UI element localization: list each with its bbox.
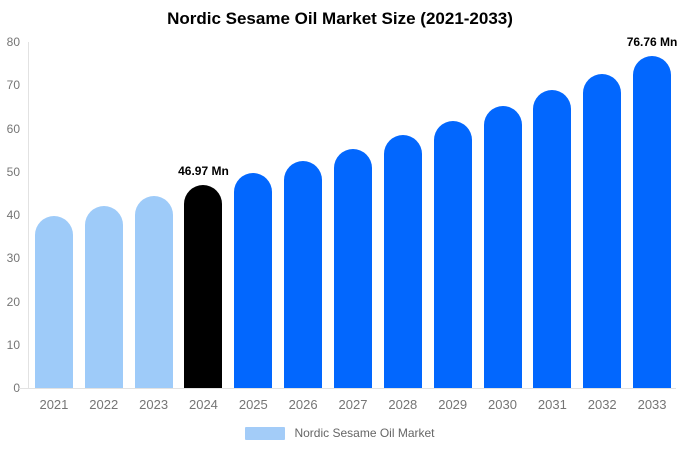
bar-2023[interactable]	[134, 195, 173, 388]
x-tick-2025: 2025	[238, 397, 268, 412]
y-tick-30: 30	[6, 251, 20, 266]
y-tick-40: 40	[6, 208, 20, 222]
y-tick-60: 60	[6, 121, 20, 136]
bar-column-2032: 2032	[577, 42, 627, 412]
bar-2033[interactable]	[633, 56, 672, 388]
x-tick-2022: 2022	[89, 397, 119, 412]
x-tick-2030: 2030	[488, 397, 517, 412]
bar-column-2027: 2027	[328, 42, 378, 412]
x-tick-2031: 2031	[537, 397, 567, 412]
x-tick-2026: 2026	[288, 397, 318, 412]
x-tick-2027: 2027	[338, 397, 368, 412]
bar-2032[interactable]	[583, 73, 622, 388]
legend-label: Nordic Sesame Oil Market	[294, 426, 435, 440]
bar-2027[interactable]	[333, 148, 372, 388]
bar-column-2031: 2031	[527, 42, 577, 412]
bar-column-2028: 2028	[378, 42, 428, 412]
bar-2028[interactable]	[383, 135, 422, 388]
chart-title: Nordic Sesame Oil Market Size (2021-2033…	[167, 9, 513, 28]
bar-column-2029: 2029	[428, 42, 478, 412]
bar-2026[interactable]	[284, 161, 323, 388]
bar-2022[interactable]	[84, 205, 123, 388]
y-tick-0: 0	[13, 381, 20, 395]
bar-2029[interactable]	[433, 121, 472, 388]
x-tick-2024: 2024	[188, 397, 218, 412]
x-tick-2021: 2021	[39, 397, 69, 412]
y-tick-70: 70	[6, 78, 20, 93]
bar-column-2030: 2030	[478, 42, 528, 412]
bar-column-2021: 2021	[29, 42, 79, 412]
data-label-2024: 46.97 Mn	[178, 163, 229, 178]
x-tick-2028: 2028	[388, 397, 418, 412]
y-tick-50: 50	[6, 164, 20, 179]
data-label-2033: 76.76 Mn	[626, 35, 678, 49]
bar-2021[interactable]	[34, 215, 73, 388]
bar-2031[interactable]	[533, 90, 572, 388]
y-tick-20: 20	[6, 294, 20, 309]
plot-area: 2021 2022 2023 46.97 Mn 2024 2025 2026 2027 2028…	[28, 35, 678, 412]
x-tick-2033: 2033	[637, 397, 667, 412]
bar-column-2024: 46.97 Mn 2024	[178, 42, 229, 412]
x-axis-line	[19, 388, 676, 389]
bar-column-2022: 2022	[79, 42, 129, 412]
y-tick-10: 10	[6, 337, 20, 352]
x-tick-2029: 2029	[438, 397, 468, 412]
x-tick-2032: 2032	[587, 397, 617, 412]
bar-column-2023: 2023	[129, 42, 179, 412]
legend-item[interactable]: Nordic Sesame Oil Market	[0, 426, 680, 440]
y-tick-80: 80	[6, 35, 20, 49]
bar-column-2025: 2025	[228, 42, 278, 412]
bar-2025[interactable]	[234, 173, 273, 388]
bar-column-2033: 76.76 Mn 2033	[627, 35, 678, 412]
legend-swatch	[245, 426, 286, 440]
bar-column-2026: 2026	[278, 42, 328, 412]
bar-2024[interactable]	[184, 184, 223, 388]
bar-2030[interactable]	[483, 106, 522, 388]
x-tick-2023: 2023	[139, 397, 169, 412]
